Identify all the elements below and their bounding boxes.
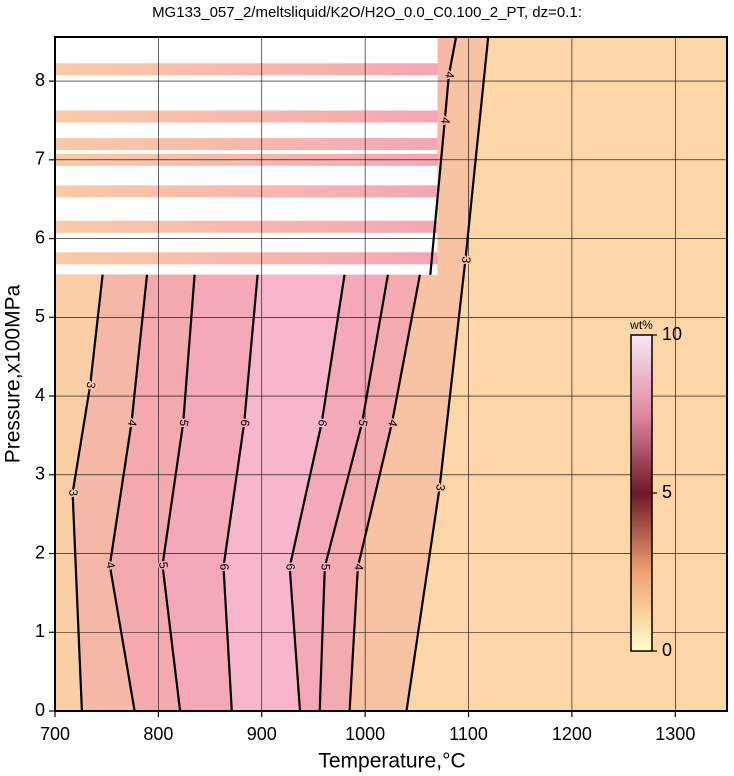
colorbar-tick-label: 0 xyxy=(662,640,672,660)
stripe xyxy=(55,138,438,151)
x-axis-label: Temperature,°C xyxy=(318,750,465,773)
x-tick-label: 1300 xyxy=(655,724,695,744)
stripe xyxy=(55,63,438,76)
y-tick-label: 2 xyxy=(35,542,45,562)
contour-label: 6 xyxy=(238,419,253,428)
y-tick-label: 8 xyxy=(35,70,45,90)
contour-line xyxy=(318,274,389,711)
contour-label: 5 xyxy=(319,563,333,570)
colorbar xyxy=(630,334,653,652)
contour-line xyxy=(222,274,259,711)
stripe xyxy=(55,110,438,123)
contour-label: 3 xyxy=(66,489,80,497)
axes: 700 800 900 1000 1100 1200 1300 0 1 2 3 4 5 6 7 8 wt% 0 5 1… xyxy=(35,36,728,744)
contour-label: 6 xyxy=(283,563,297,571)
contour-label: 5 xyxy=(177,419,192,428)
x-tick-label: 900 xyxy=(247,724,277,744)
y-tick-label: 4 xyxy=(35,385,45,405)
stripe xyxy=(55,220,438,233)
contour-region xyxy=(55,274,103,711)
colorbar-label: wt% xyxy=(629,318,653,332)
contour-label: 3 xyxy=(433,483,448,492)
plot-frame xyxy=(54,36,728,712)
contour-label: 6 xyxy=(217,563,231,571)
x-tick-label: 700 xyxy=(40,724,70,744)
chart-title: MG133_057_2/meltsliquid/K2O/H2O_0.0_C0.1… xyxy=(152,4,582,21)
stripe xyxy=(55,185,438,198)
contour-label: 4 xyxy=(438,117,453,125)
contour-line xyxy=(429,37,458,275)
colorbar-tick-label: 5 xyxy=(662,482,672,502)
y-axis-label: Pressure,x100MPa xyxy=(2,284,25,463)
colorbar-tick-label: 10 xyxy=(662,324,682,344)
contour-label: 4 xyxy=(442,71,457,79)
contour-line xyxy=(405,37,490,711)
x-tick-label: 1200 xyxy=(552,724,592,744)
x-tick-label: 1100 xyxy=(449,724,488,744)
contour-label: 4 xyxy=(352,563,366,571)
y-tick-label: 0 xyxy=(35,700,45,720)
stripe xyxy=(55,252,438,265)
y-tick-label: 1 xyxy=(35,621,45,641)
contour-label: 5 xyxy=(156,561,171,570)
x-tick-label: 1000 xyxy=(345,724,385,744)
contour-line xyxy=(288,274,346,711)
contour-label: 3 xyxy=(459,256,474,265)
contour-line xyxy=(348,274,421,711)
x-tick-label: 800 xyxy=(143,724,173,744)
contour-line xyxy=(71,274,104,711)
contour-line xyxy=(108,274,149,711)
contour-line xyxy=(161,274,196,711)
y-tick-label: 6 xyxy=(35,227,45,247)
y-tick-label: 3 xyxy=(35,464,45,484)
y-tick-label: 7 xyxy=(35,149,45,169)
y-tick-label: 5 xyxy=(35,306,45,326)
